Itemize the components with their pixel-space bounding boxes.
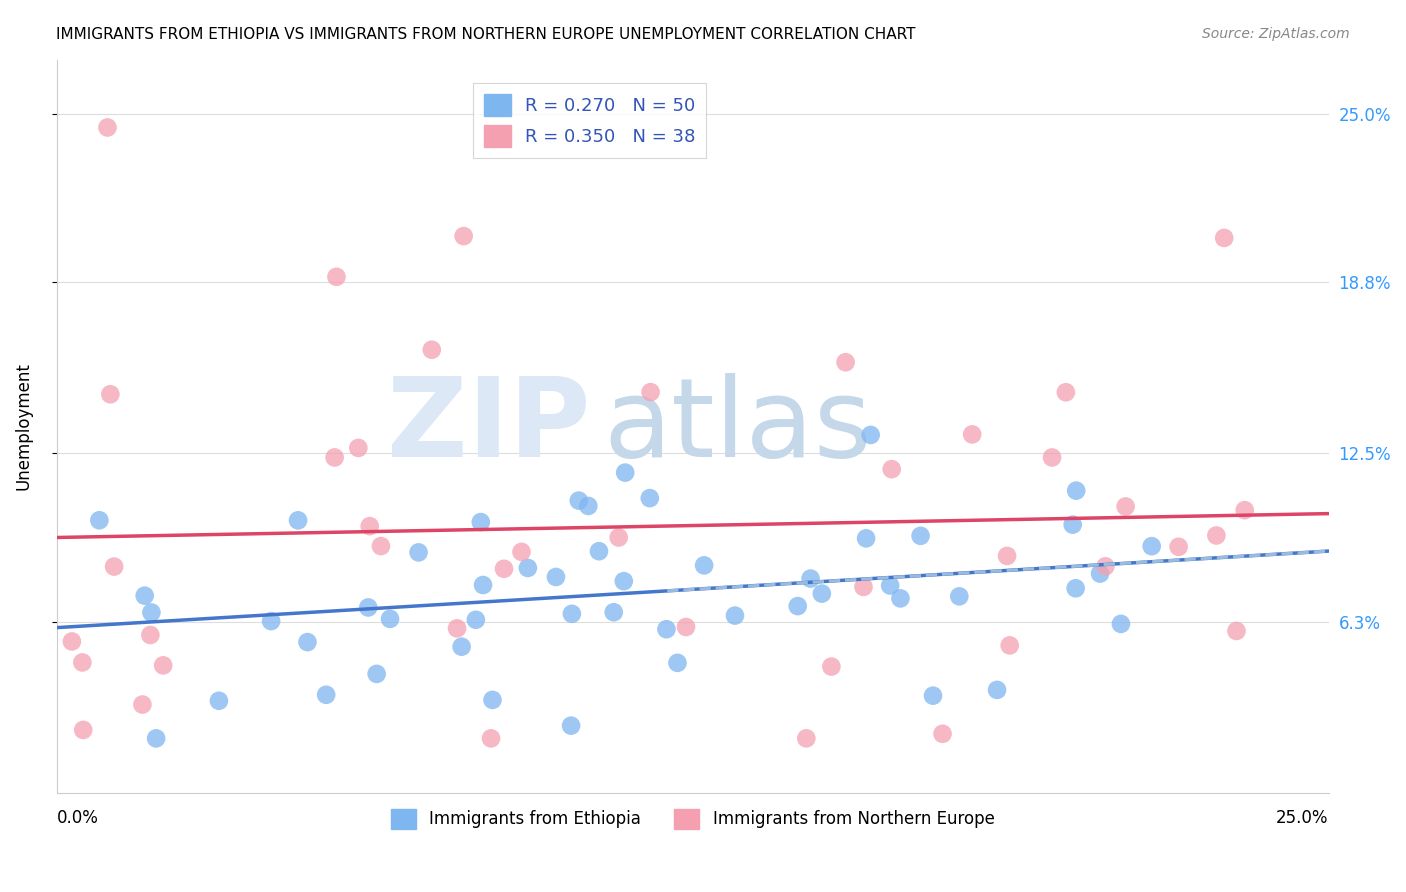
Point <box>98 387 121 401</box>
Point <box>1062 517 1084 532</box>
Point <box>464 613 486 627</box>
Point <box>287 513 309 527</box>
Point <box>910 529 932 543</box>
Text: atlas: atlas <box>603 373 872 480</box>
Point <box>472 578 495 592</box>
Point <box>995 549 1018 563</box>
Point <box>315 688 337 702</box>
Point <box>568 493 591 508</box>
Point <box>880 462 903 476</box>
Point <box>607 531 630 545</box>
Text: 0.0%: 0.0% <box>56 809 98 827</box>
Point <box>1040 450 1063 465</box>
Point <box>1064 581 1087 595</box>
Point <box>481 693 503 707</box>
Point <box>1094 559 1116 574</box>
Point <box>89 513 111 527</box>
Point <box>640 385 662 400</box>
Point <box>693 558 716 573</box>
Point <box>479 731 502 746</box>
Point <box>834 355 856 369</box>
Point <box>152 658 174 673</box>
Point <box>470 515 492 529</box>
Point <box>260 614 283 628</box>
Point <box>297 635 319 649</box>
Point <box>544 570 567 584</box>
Point <box>960 427 983 442</box>
Point <box>1064 483 1087 498</box>
Point <box>786 599 808 613</box>
Point <box>922 689 945 703</box>
Point <box>799 572 821 586</box>
Point <box>1054 385 1077 400</box>
Point <box>145 731 167 746</box>
Point <box>325 269 347 284</box>
Point <box>852 580 875 594</box>
Point <box>366 666 388 681</box>
Point <box>560 718 582 732</box>
Legend: Immigrants from Ethiopia, Immigrants from Northern Europe: Immigrants from Ethiopia, Immigrants fro… <box>384 802 1001 836</box>
Point <box>510 545 533 559</box>
Point <box>131 698 153 712</box>
Point <box>811 586 834 600</box>
Point <box>666 656 689 670</box>
Y-axis label: Unemployment: Unemployment <box>15 362 32 490</box>
Point <box>931 727 953 741</box>
Point <box>948 590 970 604</box>
Point <box>1088 566 1111 581</box>
Point <box>855 532 877 546</box>
Point <box>208 694 231 708</box>
Text: 25.0%: 25.0% <box>1277 809 1329 827</box>
Point <box>72 656 94 670</box>
Point <box>446 621 468 635</box>
Point <box>879 578 901 592</box>
Point <box>794 731 817 746</box>
Point <box>96 120 118 135</box>
Point <box>420 343 443 357</box>
Point <box>141 606 163 620</box>
Point <box>408 545 430 559</box>
Point <box>1109 616 1132 631</box>
Point <box>638 491 661 505</box>
Text: ZIP: ZIP <box>388 373 591 480</box>
Point <box>889 591 911 606</box>
Point <box>724 608 747 623</box>
Point <box>859 428 882 442</box>
Point <box>516 561 538 575</box>
Point <box>492 562 515 576</box>
Point <box>359 519 381 533</box>
Point <box>1225 624 1247 638</box>
Point <box>378 612 401 626</box>
Point <box>347 441 370 455</box>
Text: Source: ZipAtlas.com: Source: ZipAtlas.com <box>1202 27 1350 41</box>
Point <box>134 589 156 603</box>
Point <box>613 574 636 589</box>
Point <box>655 622 678 636</box>
Point <box>323 450 346 465</box>
Point <box>1167 540 1189 554</box>
Point <box>603 605 626 619</box>
Point <box>1115 500 1137 514</box>
Point <box>614 466 637 480</box>
Point <box>675 620 697 634</box>
Point <box>370 539 392 553</box>
Point <box>561 607 583 621</box>
Point <box>357 600 380 615</box>
Point <box>576 499 599 513</box>
Point <box>72 723 94 737</box>
Point <box>588 544 610 558</box>
Point <box>60 634 83 648</box>
Point <box>1233 503 1256 517</box>
Point <box>1205 528 1227 542</box>
Point <box>103 559 125 574</box>
Point <box>453 229 475 244</box>
Point <box>986 682 1008 697</box>
Point <box>139 628 162 642</box>
Point <box>450 640 472 654</box>
Point <box>1140 539 1163 553</box>
Point <box>820 659 842 673</box>
Point <box>998 639 1021 653</box>
Point <box>1213 231 1236 245</box>
Text: IMMIGRANTS FROM ETHIOPIA VS IMMIGRANTS FROM NORTHERN EUROPE UNEMPLOYMENT CORRELA: IMMIGRANTS FROM ETHIOPIA VS IMMIGRANTS F… <box>56 27 915 42</box>
